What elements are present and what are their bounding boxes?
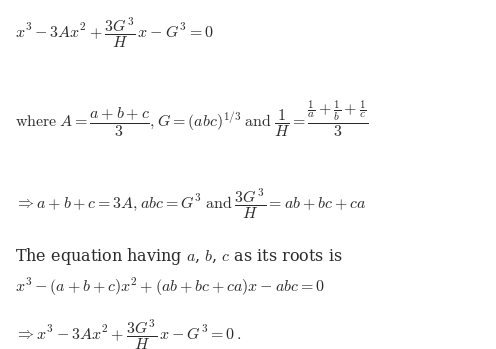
Text: $\Rightarrow x^3 - 3Ax^2 + \dfrac{3G^3}{H}\,x - G^3 = 0\,.$: $\Rightarrow x^3 - 3Ax^2 + \dfrac{3G^3}{… xyxy=(15,318,241,349)
Text: $\mathrm{where}\; A = \dfrac{a+b+c}{3}, G = (abc)^{1/3} \;\mathrm{and}\; \dfrac{: $\mathrm{where}\; A = \dfrac{a+b+c}{3}, … xyxy=(15,98,369,139)
Text: The equation having $a$, $b$, $c$ as its roots is: The equation having $a$, $b$, $c$ as its… xyxy=(15,246,343,267)
Text: $\Rightarrow a+b+c = 3A, abc = G^3 \;\mathrm{and}\; \dfrac{3G^3}{H} = ab+bc+ca$: $\Rightarrow a+b+c = 3A, abc = G^3 \;\ma… xyxy=(15,187,366,221)
Text: $x^3 - (a+b+c)x^2 + (ab+bc+ca)x - abc = 0$: $x^3 - (a+b+c)x^2 + (ab+bc+ca)x - abc = … xyxy=(15,276,324,298)
Text: $x^3 - 3Ax^2 + \dfrac{3G^3}{H}\,x - G^3 = 0$: $x^3 - 3Ax^2 + \dfrac{3G^3}{H}\,x - G^3 … xyxy=(15,16,214,50)
